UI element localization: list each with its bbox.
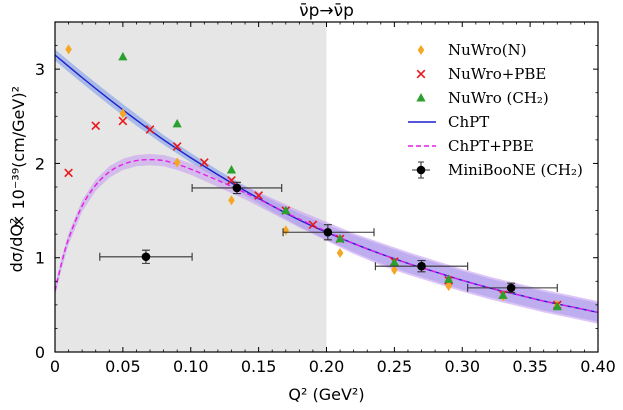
- x-axis-label: Q² (GeV²): [288, 385, 364, 404]
- legend-item-1: NuWro+PBE: [416, 65, 546, 83]
- miniboone-point-2: [323, 227, 333, 237]
- series-line-4: [54, 158, 599, 314]
- errorbar-4: [467, 282, 558, 294]
- x-tick-label-4: 0.20: [309, 357, 345, 376]
- y-tick-label-3: 3: [35, 60, 45, 79]
- legend-label-2: NuWro (CH₂): [448, 89, 549, 107]
- legend-item-0: NuWro(N): [417, 41, 527, 59]
- point-2-7: [498, 290, 508, 299]
- errorbar-3: [374, 259, 469, 273]
- point-1-6: [227, 176, 236, 185]
- legend-label-1: NuWro+PBE: [448, 65, 546, 83]
- miniboone-point-1: [232, 183, 242, 193]
- legend-marker-5: [416, 165, 426, 175]
- x-tick-label-7: 0.35: [512, 357, 548, 376]
- point-0-4: [282, 225, 290, 236]
- point-2-2: [226, 165, 237, 174]
- point-2-4: [335, 233, 345, 243]
- legend-item-2: NuWro (CH₂): [416, 89, 549, 107]
- point-1-5: [199, 158, 209, 167]
- miniboone-point-0: [141, 252, 151, 262]
- point-1-7: [254, 191, 263, 200]
- x-tick-label-0: 0: [50, 357, 60, 376]
- miniboone-point-3: [417, 261, 426, 271]
- y-axis-label: dσ/dQ²× 10⁻³⁹(cm/GeV)²: [7, 86, 28, 272]
- point-1-3: [145, 125, 155, 134]
- point-0-3: [228, 195, 235, 206]
- point-0-7: [445, 281, 452, 291]
- legend-marker-0: [417, 45, 425, 55]
- legend-item-3: ChPT: [408, 113, 489, 131]
- chart-title: ν̄p→ν̄p: [299, 1, 354, 21]
- legend-label-5: MiniBooNE (CH₂): [448, 161, 583, 179]
- errorbar-2: [282, 224, 375, 241]
- point-1-0: [64, 168, 73, 178]
- legend-label-0: NuWro(N): [448, 41, 527, 59]
- point-2-1: [172, 118, 182, 128]
- point-0-0: [65, 44, 72, 55]
- legend: NuWro(N) NuWro+PBE NuWro (CH₂) ChPT ChPT+PBE…: [408, 41, 583, 179]
- legend-marker-1: [416, 69, 426, 79]
- legend-label-4: ChPT+PBE: [448, 137, 534, 155]
- x-tick-label-2: 0.10: [173, 357, 209, 376]
- point-0-2: [173, 157, 181, 168]
- errorbar-0: [99, 249, 193, 264]
- x-tick-label-8: 0.40: [580, 357, 616, 376]
- legend-item-5: MiniBooNE (CH₂): [412, 161, 583, 179]
- miniboone-point-4: [506, 283, 516, 293]
- y-tick-label-1: 1: [35, 249, 45, 268]
- point-1-4: [172, 142, 182, 151]
- x-tick-label-6: 0.30: [444, 357, 480, 376]
- legend-item-4: ChPT+PBE: [408, 137, 534, 155]
- point-0-1: [119, 108, 127, 119]
- x-tick-label-3: 0.15: [241, 357, 277, 376]
- point-2-8: [552, 301, 562, 311]
- y-axis-label-units: × 10⁻³⁹(cm/GeV)²: [9, 86, 28, 228]
- y-tick-label-2: 2: [35, 154, 45, 173]
- legend-marker-2: [416, 93, 426, 102]
- y-tick-label-0: 0: [35, 343, 45, 362]
- point-1-1: [91, 121, 101, 131]
- point-1-2: [118, 116, 128, 126]
- point-0-5: [336, 248, 344, 258]
- point-2-5: [389, 257, 399, 266]
- point-0-6: [391, 264, 398, 275]
- y-axis-label-prefix: dσ/dQ²: [7, 218, 26, 273]
- legend-label-3: ChPT: [448, 113, 489, 131]
- x-tick-label-1: 0.05: [105, 357, 141, 376]
- x-tick-label-5: 0.25: [377, 357, 413, 376]
- errorbar-1: [191, 181, 283, 195]
- point-1-9: [308, 220, 318, 230]
- point-2-3: [281, 205, 291, 215]
- svg-text:Q² (GeV²): Q² (GeV²): [288, 385, 364, 404]
- point-2-6: [444, 274, 454, 283]
- point-2-0: [118, 51, 128, 61]
- series-band-4: [55, 154, 598, 324]
